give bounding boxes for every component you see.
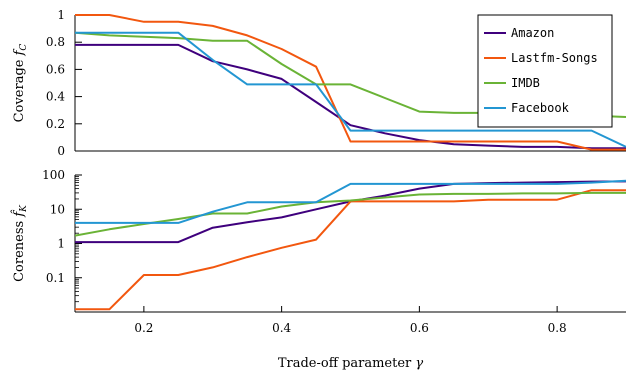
y-tick-label: 0.2 — [46, 117, 65, 131]
series-group — [75, 179, 626, 311]
legend: Amazon Lastfm-Songs IMDB Facebook — [477, 14, 613, 128]
x-tick-label: 0.4 — [272, 321, 291, 335]
y-axis-label: Coreness f̂K — [10, 204, 29, 282]
series-line-lastfm-songs — [75, 14, 626, 151]
y-tick-label: 0.6 — [46, 62, 65, 76]
y-tick-label: 0.1 — [46, 271, 65, 285]
legend-label: IMDB — [511, 76, 540, 90]
y-tick-label: 0.4 — [46, 90, 65, 104]
series-line-facebook — [75, 179, 626, 224]
legend-label: Facebook — [511, 101, 570, 115]
y-tick-label: 0 — [57, 144, 65, 158]
series-line-imdb — [75, 191, 626, 237]
y-tick-label: 10 — [50, 202, 65, 216]
y-tick-label: 0.8 — [46, 35, 65, 49]
y-tick-label: 100 — [42, 168, 65, 182]
series-line-amazon — [75, 43, 626, 150]
panel-coverage: 0 0.2 0.4 0.6 0.8 1 Coverage fC Amazon Lastfm-So… — [12, 8, 626, 158]
series-line-amazon — [75, 180, 626, 244]
x-tick-label: 0.2 — [134, 321, 153, 335]
legend-label: Lastfm-Songs — [511, 51, 598, 65]
series-line-facebook — [75, 31, 626, 148]
legend-label: Amazon — [511, 26, 554, 40]
y-tick-label: 1 — [57, 8, 65, 22]
y-tick-label: 1 — [57, 237, 65, 251]
x-axis-label: Trade-off parameter γ — [278, 356, 424, 371]
x-tick-label: 0.8 — [548, 321, 567, 335]
x-tick-label: 0.6 — [410, 321, 429, 335]
panel-coreness: 0.1 1 10 100 0.2 0.4 0.6 0.8 Coreness f̂K Trade-o… — [10, 168, 626, 371]
series-line-lastfm-songs — [75, 189, 626, 311]
y-axis-label: Coverage fC — [12, 44, 29, 123]
